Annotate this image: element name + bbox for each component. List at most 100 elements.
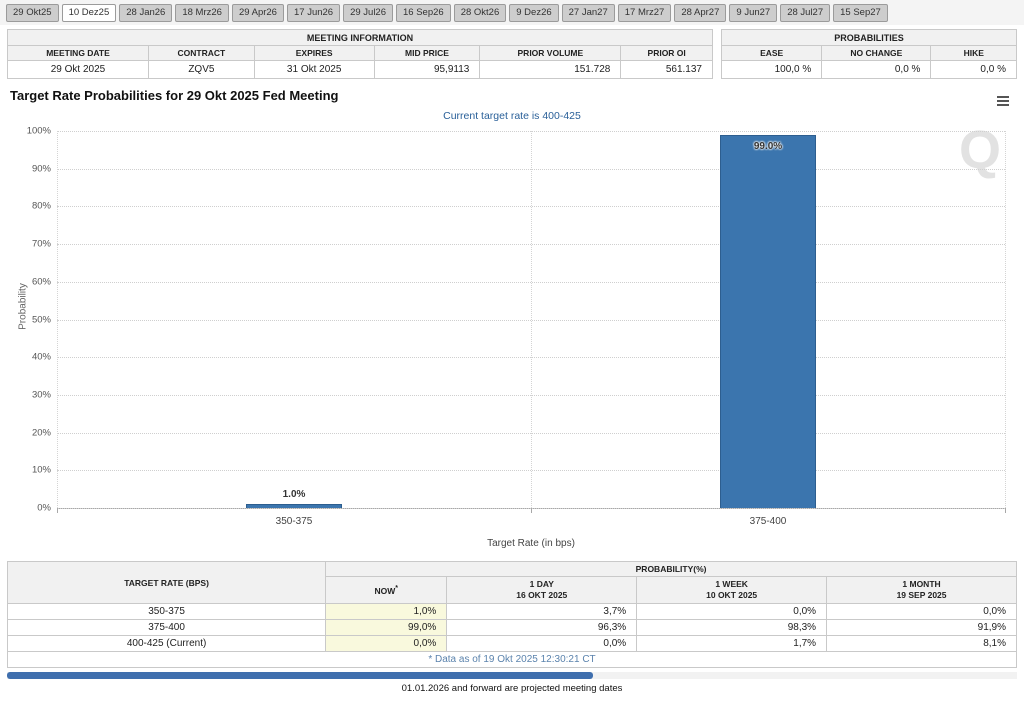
col-prior-volume: PRIOR VOLUME bbox=[479, 45, 622, 61]
chart-title: Target Rate Probabilities for 29 Okt 202… bbox=[10, 88, 339, 103]
meeting-tab[interactable]: 18 Mrz26 bbox=[175, 4, 229, 22]
x-axis-title: Target Rate (in bps) bbox=[487, 538, 575, 549]
bar-value-label: 1.0% bbox=[282, 489, 306, 501]
meeting-date-value: 29 Okt 2025 bbox=[7, 60, 149, 79]
expires-value: 31 Okt 2025 bbox=[253, 60, 375, 79]
probabilities-summary-table: PROBABILITIES EASE NO CHANGE HIKE 100,0 … bbox=[720, 29, 1017, 79]
col-1-day: 1 DAY 16 OKT 2025 bbox=[446, 575, 638, 605]
week-probability-cell: 0,0% bbox=[636, 603, 828, 621]
day-probability-cell: 3,7% bbox=[446, 603, 638, 621]
scrollbar-thumb[interactable] bbox=[7, 672, 593, 680]
col-mid-price: MID PRICE bbox=[373, 45, 481, 61]
y-tick-label: 90% bbox=[31, 163, 51, 175]
target-rate-cell: 350-375 bbox=[6, 603, 327, 621]
col-expires: EXPIRES bbox=[253, 45, 375, 61]
col-probability-group: PROBABILITY(%) bbox=[325, 561, 1017, 577]
horizontal-scrollbar[interactable] bbox=[7, 672, 1017, 680]
meeting-tab[interactable]: 29 Okt25 bbox=[6, 4, 59, 22]
col-meeting-date: MEETING DATE bbox=[7, 45, 149, 61]
now-probability-cell: 99,0% bbox=[325, 619, 448, 637]
col-1-day-label: 1 DAY bbox=[529, 579, 554, 589]
meeting-tab[interactable]: 28 Jul27 bbox=[780, 4, 831, 22]
col-1-month: 1 MONTH 19 SEP 2025 bbox=[826, 575, 1017, 605]
meeting-tab[interactable]: 15 Sep27 bbox=[833, 4, 888, 22]
summary-tables: MEETING INFORMATION MEETING DATE CONTRAC… bbox=[0, 25, 1024, 79]
meeting-tab[interactable]: 10 Dez25 bbox=[61, 4, 117, 22]
y-tick-label: 80% bbox=[31, 200, 51, 212]
gridline-vertical bbox=[1005, 131, 1006, 508]
col-1-day-date: 16 OKT 2025 bbox=[516, 590, 568, 601]
target-rate-cell: 400-425 (Current) bbox=[6, 635, 327, 653]
col-contract: CONTRACT bbox=[148, 45, 255, 61]
month-probability-cell: 8,1% bbox=[826, 635, 1017, 653]
y-tick-label: 40% bbox=[31, 351, 51, 363]
col-ease: EASE bbox=[720, 45, 823, 61]
y-tick-label: 50% bbox=[31, 314, 51, 325]
col-target-rate-bps: TARGET RATE (BPS) bbox=[6, 560, 327, 605]
y-tick-label: 30% bbox=[31, 389, 51, 401]
col-hike: HIKE bbox=[930, 45, 1017, 61]
quikstrike-watermark: Q bbox=[958, 120, 1001, 180]
hike-value: 0,0 % bbox=[930, 60, 1017, 79]
day-probability-cell: 0,0% bbox=[446, 635, 638, 653]
col-1-month-date: 19 SEP 2025 bbox=[896, 590, 947, 601]
meeting-tab[interactable]: 29 Jul26 bbox=[343, 4, 393, 22]
bar-column-375-400: 99.0% bbox=[531, 131, 1005, 508]
ease-value: 100,0 % bbox=[720, 60, 823, 79]
meeting-tab[interactable]: 17 Mrz27 bbox=[617, 4, 672, 22]
day-probability-cell: 96,3% bbox=[446, 619, 638, 637]
chart-context-menu-icon[interactable] bbox=[995, 92, 1011, 110]
x-axis-labels: 350-375 375-400 bbox=[57, 516, 1005, 529]
contract-value: ZQV5 bbox=[148, 60, 255, 79]
bar-value-label: 99.0% bbox=[753, 140, 783, 152]
meeting-info-row: 29 Okt 2025 ZQV5 31 Okt 2025 95,9113 151… bbox=[7, 60, 713, 79]
meeting-tab[interactable]: 28 Apr27 bbox=[674, 4, 727, 22]
col-now-label: NOW bbox=[374, 585, 396, 596]
now-probability-cell: 1,0% bbox=[325, 603, 448, 621]
table-row: 350-375 1,0% 3,7% 0,0% 0,0% bbox=[6, 603, 1017, 621]
data-as-of-note: * Data as of 19 Okt 2025 12:30:21 CT bbox=[7, 651, 1017, 669]
table-row: 400-425 (Current) 0,0% 0,0% 1,7% 8,1% bbox=[6, 635, 1017, 653]
bar-350-375[interactable] bbox=[246, 504, 342, 508]
table-row: 375-400 99,0% 96,3% 98,3% 91,9% bbox=[6, 619, 1017, 637]
x-axis-tick bbox=[531, 508, 532, 513]
y-tick-label: 0% bbox=[37, 502, 51, 514]
col-1-week-date: 10 OKT 2025 bbox=[706, 590, 758, 601]
y-tick-label: 10% bbox=[31, 464, 51, 476]
meeting-tab[interactable]: 9 Jun27 bbox=[729, 4, 778, 22]
meeting-tab[interactable]: 27 Jan27 bbox=[561, 4, 615, 22]
month-probability-cell: 0,0% bbox=[826, 603, 1017, 621]
y-tick-label: 100% bbox=[26, 125, 51, 137]
plot-area: 100% 90% 80% 70% 60% 50% 40% 30% 20% 10% 0% 1.0% 9… bbox=[27, 126, 1006, 514]
now-probability-cell: 0,0% bbox=[325, 635, 448, 653]
bar-375-400[interactable] bbox=[720, 134, 816, 508]
chart-subtitle: Current target rate is 400-425 bbox=[443, 110, 581, 122]
target-rate-probability-chart: Target Rate Probabilities for 29 Okt 202… bbox=[7, 85, 1017, 555]
meeting-tab[interactable]: 28 Jan26 bbox=[119, 4, 173, 22]
week-probability-cell: 98,3% bbox=[636, 619, 828, 637]
gridline-vertical bbox=[531, 131, 532, 508]
col-now: NOW* bbox=[325, 575, 448, 605]
x-axis-tick bbox=[57, 508, 58, 513]
prior-oi-value: 561.137 bbox=[620, 60, 713, 79]
x-axis-tick bbox=[1005, 508, 1006, 513]
prior-volume-value: 151.728 bbox=[479, 60, 622, 79]
probability-history-table: TARGET RATE (BPS) PROBABILITY(%) NOW* 1 … bbox=[6, 560, 1017, 669]
y-tick-label: 20% bbox=[31, 427, 51, 439]
meeting-tab[interactable]: 9 Dez26 bbox=[509, 4, 559, 22]
col-now-asterisk: * bbox=[395, 584, 398, 592]
meeting-tab[interactable]: 28 Okt26 bbox=[453, 4, 507, 22]
meeting-date-tabbar: 29 Okt25 10 Dez25 28 Jan26 18 Mrz26 29 A… bbox=[0, 0, 1024, 25]
probabilities-summary-row: 100,0 % 0,0 % 0,0 % bbox=[720, 60, 1017, 79]
meeting-information-title: MEETING INFORMATION bbox=[7, 29, 713, 46]
no-change-value: 0,0 % bbox=[821, 60, 932, 79]
col-1-week: 1 WEEK 10 OKT 2025 bbox=[636, 575, 828, 605]
meeting-tab[interactable]: 16 Sep26 bbox=[396, 4, 451, 22]
target-rate-cell: 375-400 bbox=[6, 619, 327, 637]
col-1-month-label: 1 MONTH bbox=[902, 579, 941, 589]
bar-column-350-375: 1.0% bbox=[57, 131, 531, 508]
meeting-tab[interactable]: 17 Jun26 bbox=[286, 4, 341, 22]
mid-price-value: 95,9113 bbox=[373, 60, 481, 79]
y-tick-label: 70% bbox=[31, 238, 51, 250]
meeting-tab[interactable]: 29 Apr26 bbox=[231, 4, 284, 22]
